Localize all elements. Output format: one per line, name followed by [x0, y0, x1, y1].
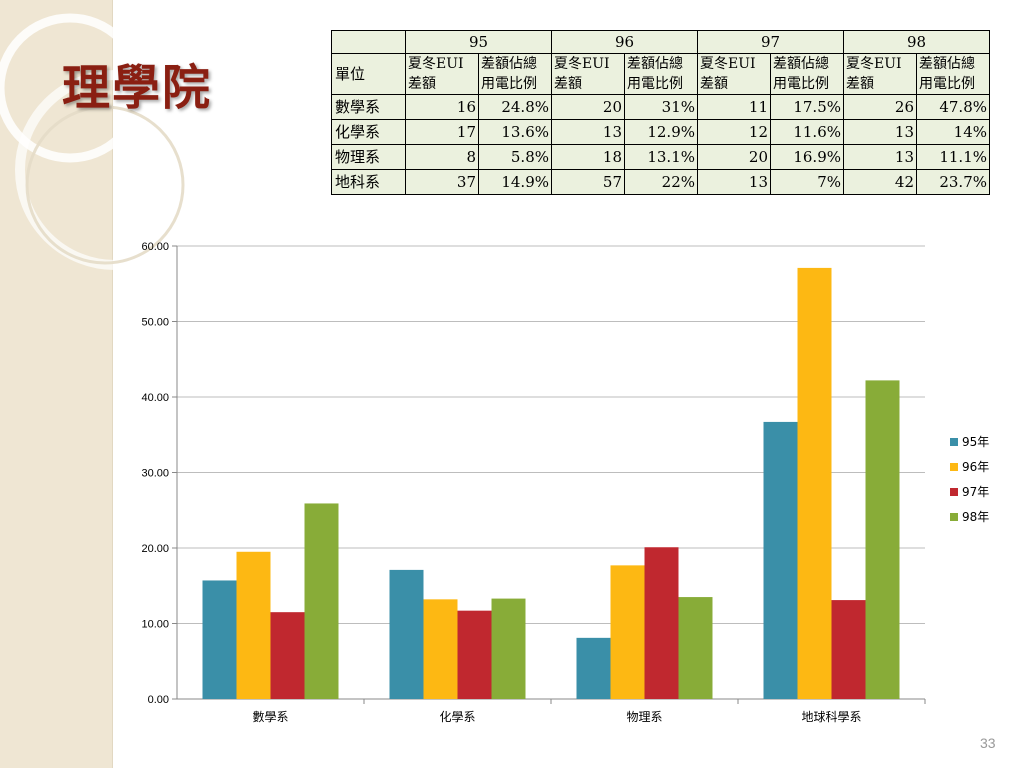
table-cell: 11.6% [770, 119, 844, 145]
unit-cell: 物理系 [331, 144, 406, 170]
legend-swatch [950, 513, 958, 521]
table-cell: 5.8% [478, 144, 552, 170]
table-cell: 17 [405, 119, 479, 145]
table-cell: 16.9% [770, 144, 844, 170]
legend-label: 96年 [962, 460, 989, 474]
table-cell: 20 [697, 144, 771, 170]
table-cell: 13.1% [624, 144, 698, 170]
table-cell: 42 [843, 169, 917, 195]
x-tick-label: 化學系 [439, 710, 475, 724]
x-tick-label: 物理系 [626, 710, 662, 724]
y-tick-label: 30.00 [141, 468, 169, 480]
year-header-row: 95 96 97 98 [331, 30, 990, 54]
slide-title: 理學院 [62, 60, 213, 116]
table-cell: 12.9% [624, 119, 698, 145]
bar-95年-化學系 [389, 569, 424, 699]
year-header: 97 [697, 30, 844, 54]
table-cell: 20 [551, 94, 625, 120]
y-tick-label: 40.00 [141, 392, 169, 404]
bar-chart-svg: 0.00 10.00 20.00 30.00 40.00 50.00 60.00 數學系 化學系… [141, 241, 989, 724]
table-cell: 11.1% [916, 144, 990, 170]
table-row: 數學系 16 24.8% 20 31% 11 17.5% 26 47.8% [331, 94, 990, 120]
table-cell: 13 [843, 119, 917, 145]
eui-header: 夏冬EUI差額 [551, 53, 625, 95]
y-tick-label: 10.00 [141, 619, 169, 631]
table-cell: 17.5% [770, 94, 844, 120]
y-tick-label: 50.00 [141, 317, 169, 329]
table-row: 化學系 17 13.6% 13 12.9% 12 11.6% 13 14% [331, 119, 990, 145]
year-header: 98 [843, 30, 990, 54]
ratio-header: 差額佔總用電比例 [916, 53, 990, 95]
legend-label: 97年 [962, 485, 989, 499]
unit-header: 單位 [331, 53, 406, 95]
table-cell: 16 [405, 94, 479, 120]
bar-95年-數學系 [202, 580, 237, 699]
year-header: 96 [551, 30, 698, 54]
unit-cell: 地科系 [331, 169, 406, 195]
table-row: 地科系 37 14.9% 57 22% 13 7% 42 23.7% [331, 169, 990, 195]
legend-swatch [950, 463, 958, 471]
table-cell: 14% [916, 119, 990, 145]
x-tick-label: 地球科學系 [801, 710, 861, 724]
bar-96年-地球科學系 [797, 267, 832, 699]
table-cell: 14.9% [478, 169, 552, 195]
table-cell: 57 [551, 169, 625, 195]
bar-98年-物理系 [678, 597, 713, 699]
y-tick-label: 20.00 [141, 543, 169, 555]
bar-98年-化學系 [491, 598, 526, 699]
bar-chart: 0.00 10.00 20.00 30.00 40.00 50.00 60.00 數學系 化學系… [120, 236, 1000, 736]
table-cell: 13.6% [478, 119, 552, 145]
bar-96年-化學系 [423, 599, 458, 699]
page-number: 33 [980, 735, 996, 751]
unit-cell: 數學系 [331, 94, 406, 120]
bar-95年-地球科學系 [763, 421, 798, 699]
eui-header: 夏冬EUI差額 [405, 53, 479, 95]
unit-cell: 化學系 [331, 119, 406, 145]
table-cell: 26 [843, 94, 917, 120]
ratio-header: 差額佔總用電比例 [770, 53, 844, 95]
table-row: 物理系 8 5.8% 18 13.1% 20 16.9% 13 11.1% [331, 144, 990, 170]
y-tick-label: 60.00 [141, 241, 169, 253]
table-cell: 37 [405, 169, 479, 195]
data-table: 95 96 97 98 單位 夏冬EUI差額 差額佔總用電比例 夏冬EUI差額 … [331, 30, 990, 195]
table-cell: 13 [697, 169, 771, 195]
eui-header: 夏冬EUI差額 [697, 53, 771, 95]
bar-96年-物理系 [610, 565, 645, 699]
bar-97年-數學系 [270, 612, 305, 699]
bar-95年-物理系 [576, 637, 611, 699]
legend-label: 98年 [962, 510, 989, 524]
year-header: 95 [405, 30, 552, 54]
table-cell: 18 [551, 144, 625, 170]
table-cell: 7% [770, 169, 844, 195]
legend-label: 95年 [962, 435, 989, 449]
table-cell: 23.7% [916, 169, 990, 195]
bar-97年-地球科學系 [831, 600, 866, 699]
column-header-row: 單位 夏冬EUI差額 差額佔總用電比例 夏冬EUI差額 差額佔總用電比例 夏冬E… [331, 53, 990, 95]
table-cell: 11 [697, 94, 771, 120]
table-cell: 24.8% [478, 94, 552, 120]
ratio-header: 差額佔總用電比例 [624, 53, 698, 95]
eui-header: 夏冬EUI差額 [843, 53, 917, 95]
bar-97年-化學系 [457, 610, 492, 699]
table-cell: 31% [624, 94, 698, 120]
corner-cell [331, 30, 406, 54]
bar-97年-物理系 [644, 547, 679, 699]
table-cell: 47.8% [916, 94, 990, 120]
y-tick-label: 0.00 [148, 694, 169, 706]
legend-swatch [950, 488, 958, 496]
x-tick-label: 數學系 [252, 710, 288, 724]
table-cell: 13 [551, 119, 625, 145]
table-cell: 22% [624, 169, 698, 195]
legend-swatch [950, 438, 958, 446]
bar-98年-數學系 [304, 503, 339, 699]
table-cell: 13 [843, 144, 917, 170]
table-cell: 8 [405, 144, 479, 170]
ratio-header: 差額佔總用電比例 [478, 53, 552, 95]
bar-96年-數學系 [236, 551, 271, 699]
table-cell: 12 [697, 119, 771, 145]
bar-98年-地球科學系 [865, 380, 900, 699]
